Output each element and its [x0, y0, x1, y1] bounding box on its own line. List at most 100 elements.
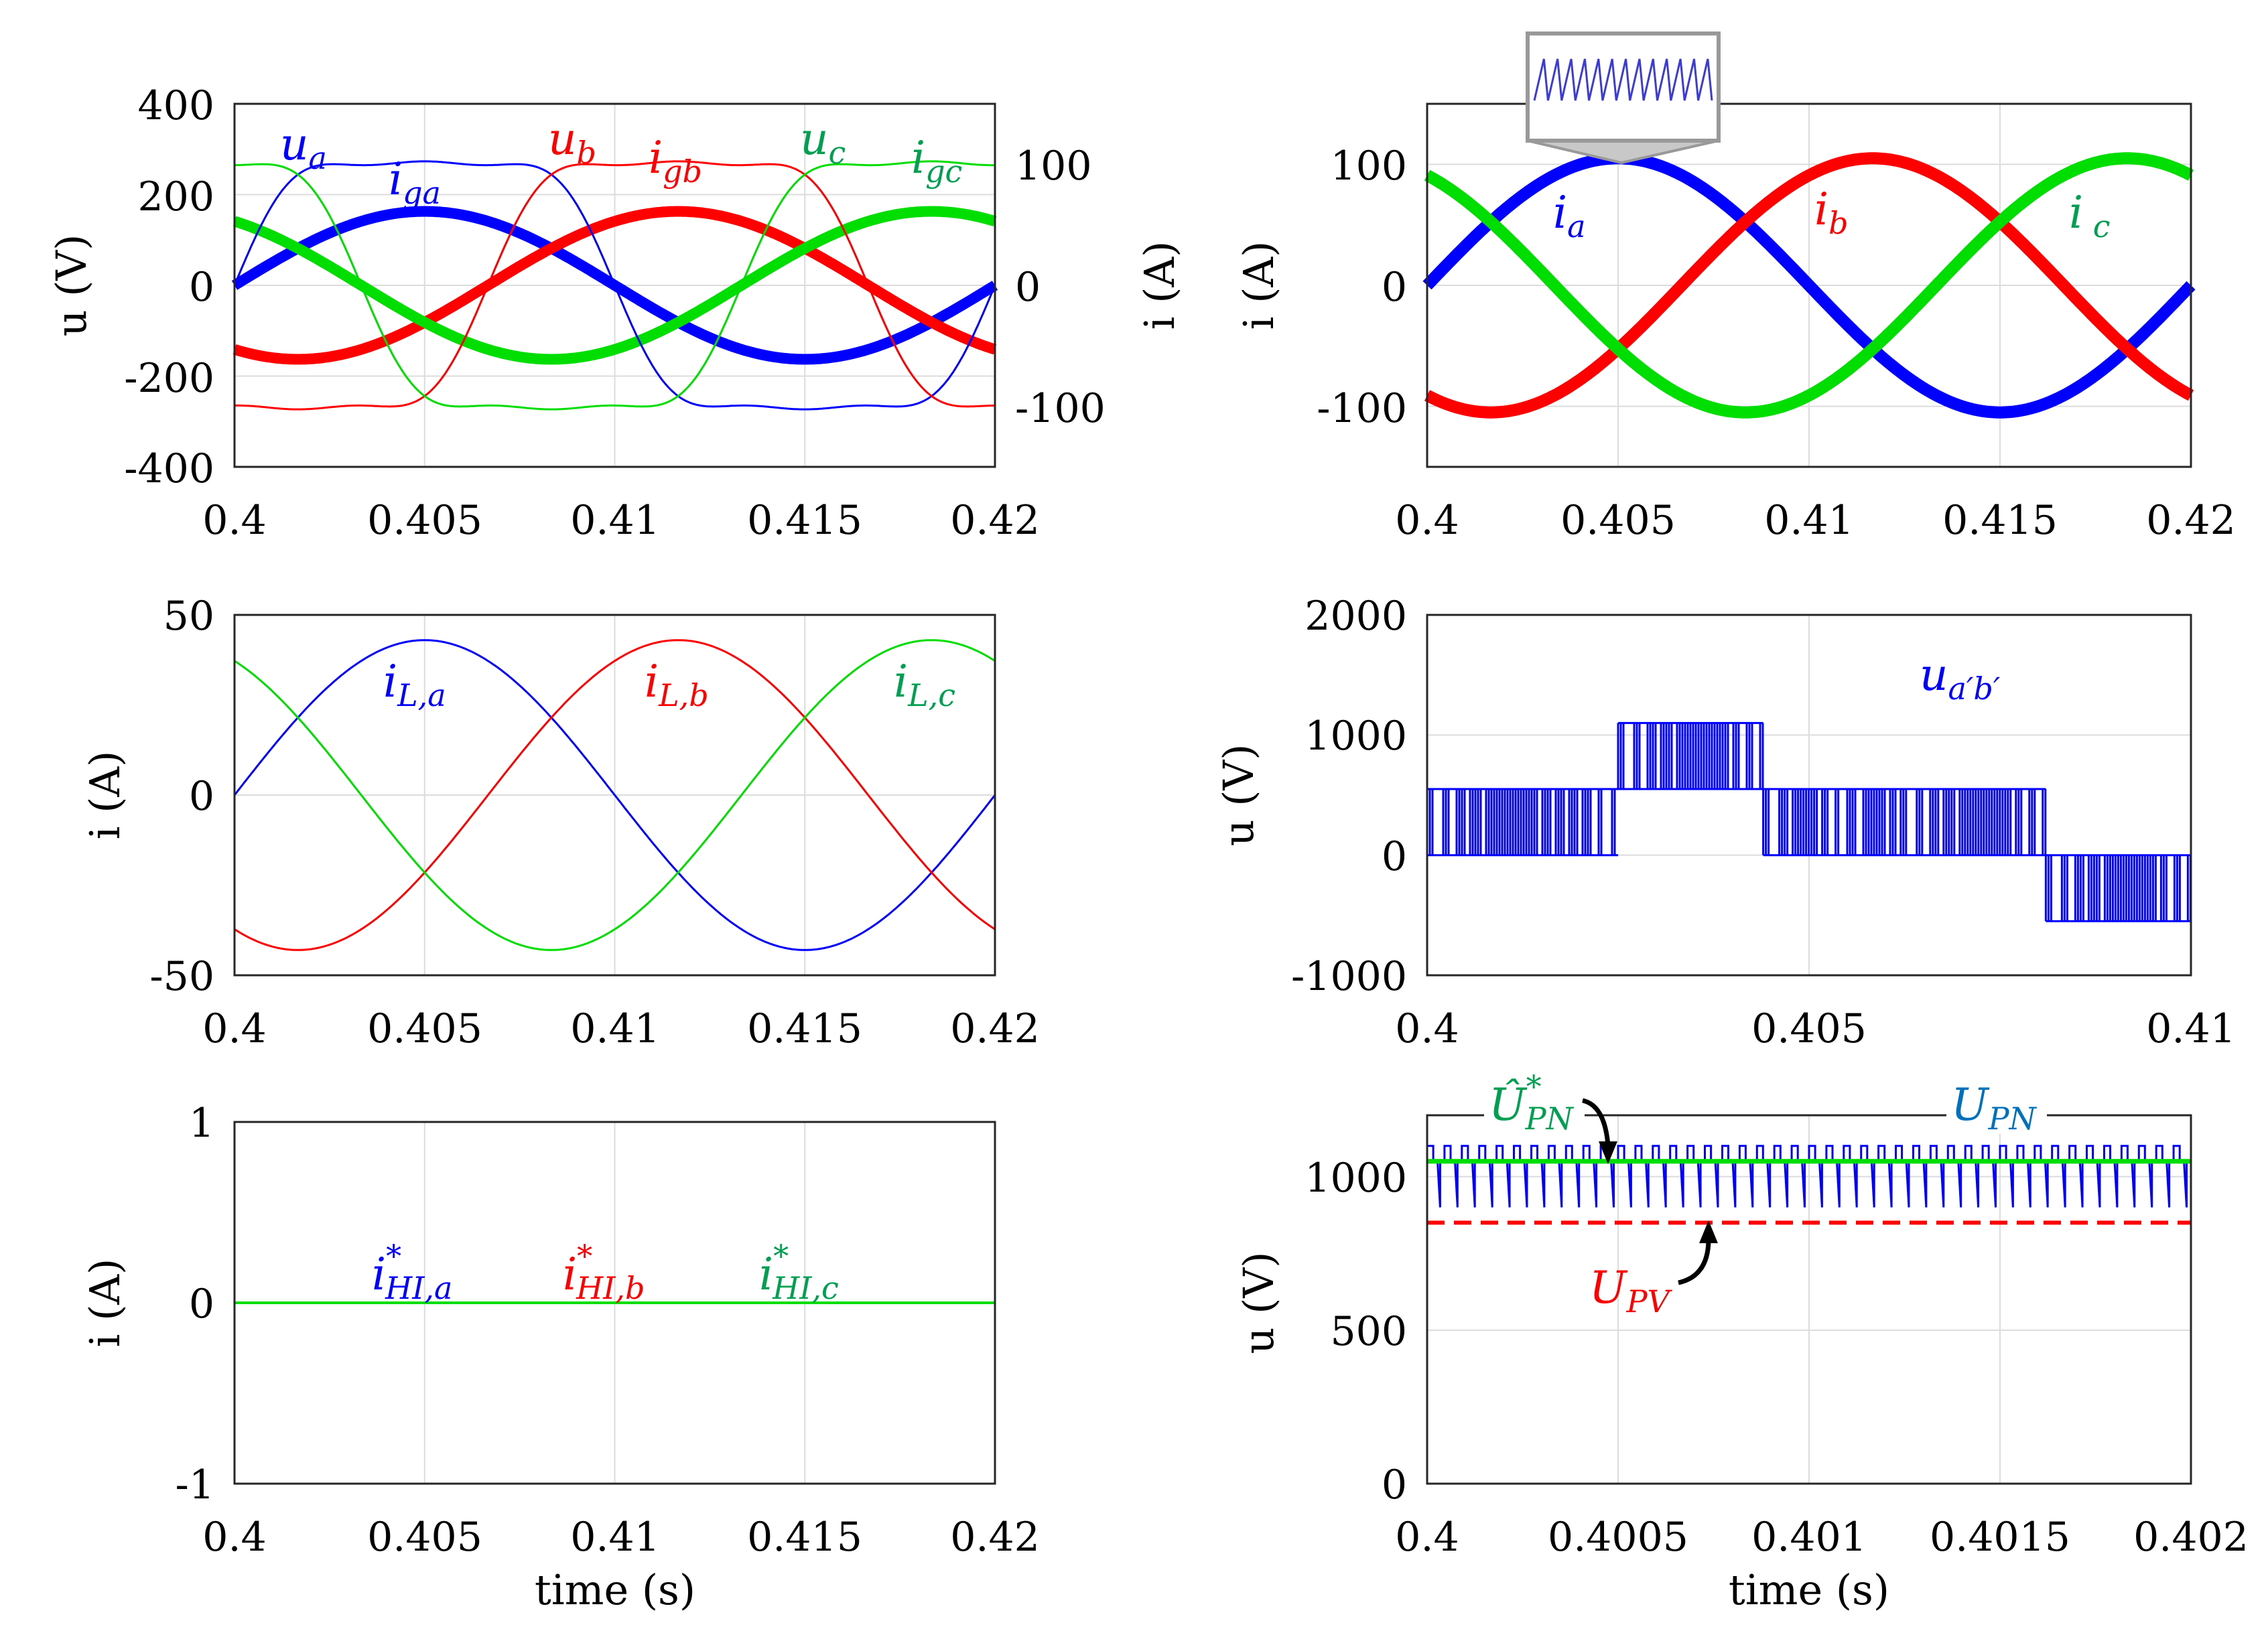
x-tick: 0.42: [950, 497, 1040, 544]
x-tick: 0.4: [1395, 1005, 1459, 1052]
y-tick-right: -100: [1015, 385, 1106, 432]
plot-lines: [1422, 152, 2196, 419]
axes-frame: [233, 102, 996, 468]
y-tick: 1000: [1305, 713, 1407, 760]
arrow-u-pv: [1678, 1239, 1711, 1285]
line-i_ga: [233, 160, 996, 411]
x-tick: 0.405: [367, 497, 482, 544]
label-i-la: iL,a: [383, 656, 446, 713]
x-tick: 0.42: [950, 1514, 1040, 1561]
axes-frame: [1426, 102, 2192, 468]
y-tick: -1000: [1291, 953, 1407, 1000]
x-tick: 0.402: [2133, 1514, 2249, 1561]
x-tick: 0.415: [747, 1514, 862, 1561]
y-tick: 0: [189, 773, 214, 820]
panel-dc-voltage: 1000 500 0 0.4 0.4005 0.401 0.4015 0.402…: [1234, 1068, 2249, 1614]
x-tick: 0.4015: [1930, 1514, 2070, 1561]
inset-frame: [1526, 31, 1721, 143]
axes-frame: [1426, 1114, 2192, 1485]
x-tick: 0.4005: [1548, 1514, 1688, 1561]
y-tick: -1: [176, 1462, 214, 1508]
plot-lines: [1426, 1145, 2191, 1225]
x-tick: 0.4: [202, 1005, 266, 1052]
label-u-c: uc: [800, 113, 846, 171]
label-background: [1484, 1080, 1585, 1135]
y-axis-label: i (A): [80, 1259, 129, 1348]
x-tick: 0.405: [367, 1005, 482, 1052]
label-background: [1946, 1088, 2047, 1134]
label-u-pn-est: Û* PN: [1489, 1068, 1575, 1137]
line-i_gb: [235, 160, 996, 411]
plot-lines: [233, 639, 996, 951]
label-i-gb: igb: [649, 132, 702, 190]
x-axis-label: time (s): [1729, 1565, 1889, 1614]
y-tick: -400: [124, 445, 214, 492]
y-tick: -100: [1317, 385, 1407, 432]
line-i_a: [1422, 152, 2196, 419]
x-tick: 0.4: [202, 1514, 266, 1561]
panel-load-current: 50 0 -50 0.4 0.405 0.41 0.415 0.42 i (A)…: [80, 593, 1040, 1052]
x-tick: 0.41: [570, 1514, 660, 1561]
line-i_L,a: [233, 639, 996, 951]
zoom-inset: [1526, 31, 1721, 165]
label-i-hic: i* HI,c: [759, 1238, 839, 1306]
y-tick: 0: [1382, 833, 1407, 880]
x-tick: 0.41: [570, 1005, 660, 1052]
y-tick: 200: [137, 173, 214, 220]
line-i_gc: [234, 160, 995, 411]
x-tick: 0.4: [1395, 1514, 1459, 1561]
y-tick: 100: [1330, 143, 1407, 190]
x-tick: 0.41: [570, 497, 660, 544]
x-tick: 0.4: [202, 497, 266, 544]
label-i-lc: iL,c: [894, 656, 955, 713]
label-u-a: ua: [280, 119, 327, 176]
x-tick: 0.405: [367, 1514, 482, 1561]
arrow-u-pn-est: [1582, 1098, 1611, 1146]
y-tick: 1000: [1305, 1155, 1407, 1202]
line-i_c: [1424, 152, 2194, 419]
label-i-a: ia: [1553, 187, 1586, 244]
label-u-pn: UPN: [1951, 1079, 2038, 1137]
y-tick: 2000: [1305, 593, 1407, 640]
label-u-pv: UPV: [1589, 1262, 1673, 1320]
label-i-lb: iL,b: [645, 656, 709, 713]
y-axis-label: u (V): [1214, 744, 1263, 847]
label-i-hib: i* HI,b: [563, 1238, 645, 1306]
x-tick: 0.405: [1560, 497, 1676, 544]
y-axis-label: u (V): [47, 234, 96, 337]
y-tick: 500: [1330, 1308, 1407, 1355]
y-tick: -200: [124, 355, 214, 402]
y-axis-label-right: i (A): [1135, 241, 1184, 330]
y-tick: 400: [137, 82, 214, 129]
label-i-c: i c: [2069, 187, 2111, 244]
x-tick: 0.415: [747, 1005, 862, 1052]
arrowhead: [1599, 1141, 1617, 1164]
x-tick: 0.415: [1942, 497, 2058, 544]
x-tick: 0.41: [2146, 1005, 2236, 1052]
x-axis-label: time (s): [535, 1565, 695, 1614]
y-axis-label: i (A): [80, 751, 129, 840]
plot-lines: [231, 160, 998, 411]
x-tick: 0.4: [1395, 497, 1459, 544]
y-axis-label: u (V): [1234, 1252, 1283, 1354]
x-tick: 0.415: [747, 497, 862, 544]
y-tick: 0: [1382, 1462, 1407, 1508]
inset-ripple-line: [1533, 58, 1713, 101]
y-tick-right: 0: [1015, 264, 1041, 311]
panel-pwm-voltage: 2000 1000 0 -1000 0.4 0.405 0.41 u (V) u…: [1214, 593, 2236, 1052]
y-tick: 0: [189, 264, 214, 311]
line-i_L,b: [234, 639, 996, 951]
x-tick: 0.42: [2146, 497, 2236, 544]
axes-frame: [233, 1121, 996, 1485]
x-tick: 0.405: [1751, 1005, 1867, 1052]
panel-inverter-current: 100 0 -100 0.4 0.405 0.41 0.415 0.42 i (…: [1234, 31, 2236, 544]
panel-voltage-current: 400 200 0 -200 -400 100 0 -100 0.4 0.405…: [47, 82, 1184, 544]
y-tick: 1: [189, 1100, 214, 1147]
label-i-gc: igc: [911, 132, 962, 190]
y-tick: 0: [189, 1281, 214, 1328]
panel-harmonic-reference: 1 0 -1 0.4 0.405 0.41 0.415 0.42 time (s…: [80, 1100, 1040, 1614]
y-tick: 50: [163, 593, 214, 640]
inset-callout: [1527, 139, 1719, 165]
y-axis-label: i (A): [1234, 241, 1283, 330]
